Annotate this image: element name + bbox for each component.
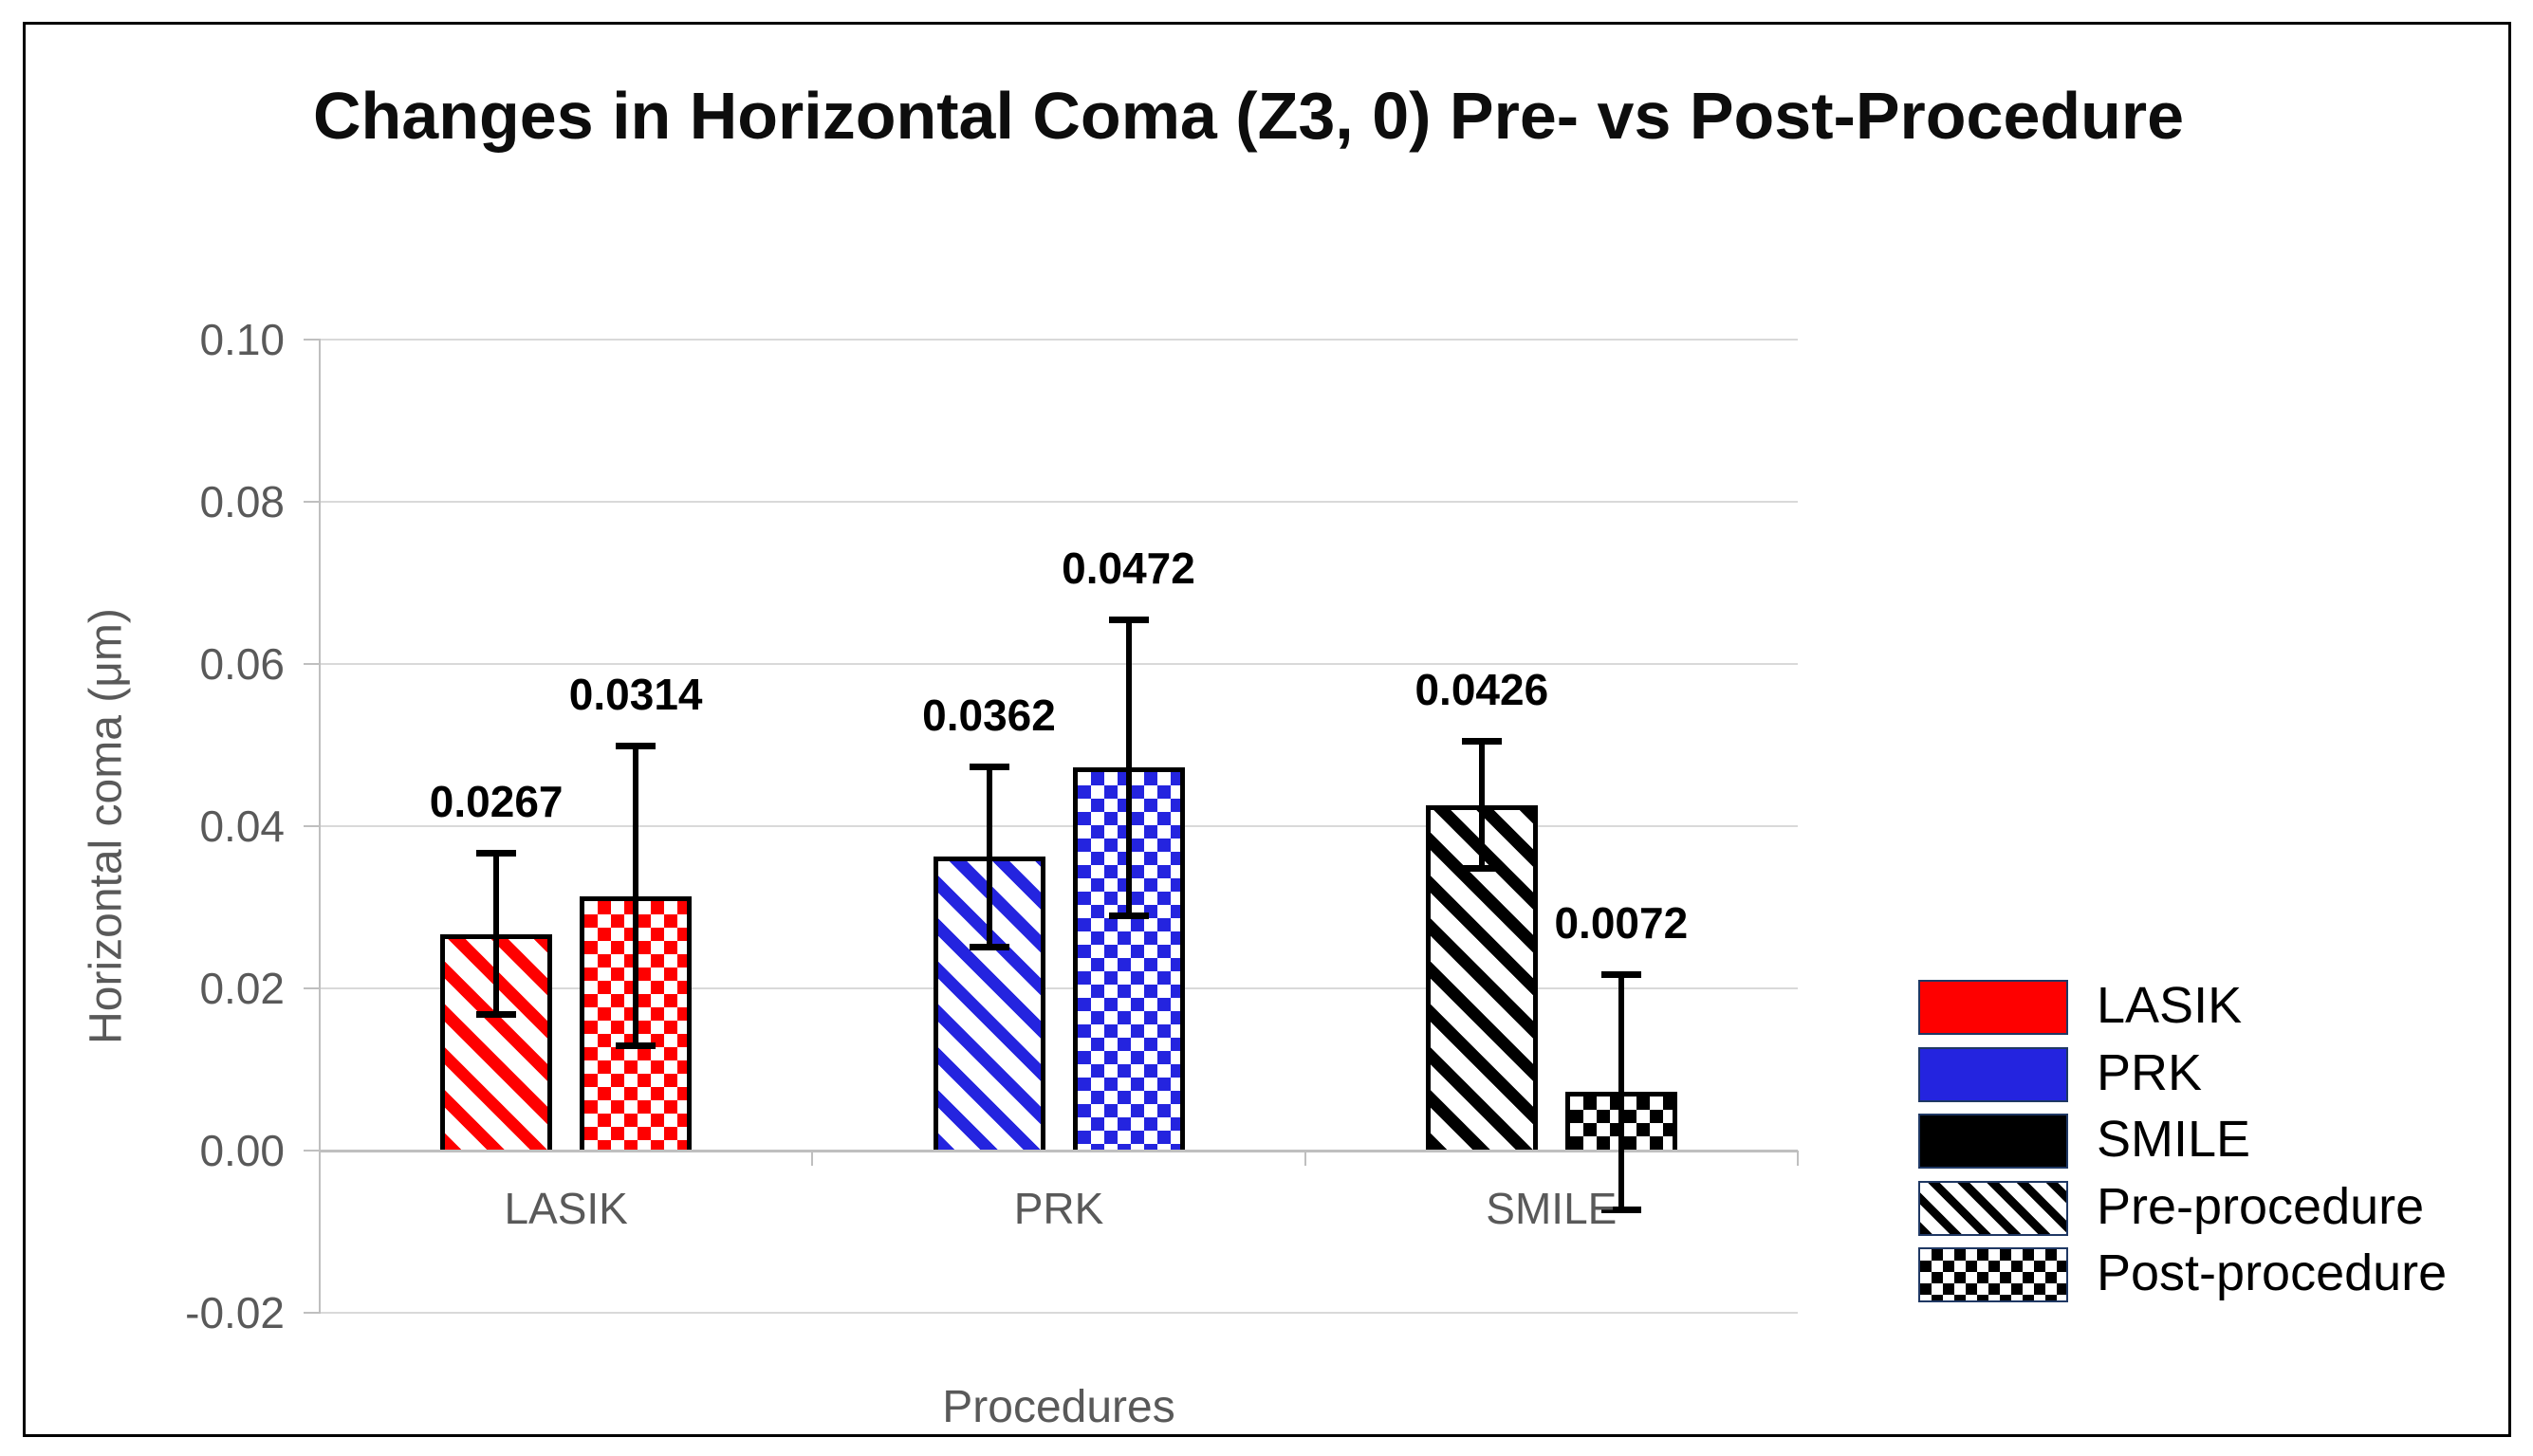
x-axis-tick	[319, 1151, 321, 1166]
legend-swatch-solid	[1918, 1046, 2068, 1102]
y-axis-tick	[304, 1312, 320, 1314]
x-axis-tick	[1303, 1151, 1306, 1166]
error-bar-bottom-cap	[616, 1041, 656, 1049]
legend-label: Pre-procedure	[2097, 1177, 2425, 1235]
legend-item-post-procedure: Post-procedure	[1918, 1244, 2497, 1306]
error-bar-top-cap	[1461, 738, 1502, 746]
legend-item-prk: PRK	[1918, 1044, 2497, 1106]
error-bar-top-cap	[969, 763, 1009, 770]
y-axis-tick	[304, 1150, 320, 1152]
gridline	[320, 825, 1798, 827]
error-bar	[1125, 618, 1132, 916]
legend-swatch-solid	[1918, 980, 2068, 1035]
legend-label: SMILE	[2097, 1111, 2251, 1168]
value-label: 0.0267	[429, 777, 564, 827]
y-tick-label: 0.08	[199, 477, 285, 526]
error-bar-bottom-cap	[1461, 865, 1502, 873]
chart-title: Changes in Horizontal Coma (Z3, 0) Pre- …	[313, 79, 2185, 153]
value-label: 0.0314	[568, 670, 703, 720]
error-bar-top-cap	[1108, 616, 1149, 623]
gridline	[320, 1312, 1798, 1314]
x-axis-tick	[811, 1151, 814, 1166]
error-bar-top-cap	[1600, 970, 1641, 978]
y-axis-tick	[304, 663, 320, 665]
y-tick-label: 0.02	[199, 964, 285, 1013]
error-bar-bottom-cap	[1108, 912, 1149, 919]
y-tick-label: 0.00	[199, 1126, 285, 1175]
legend-label: Post-procedure	[2097, 1244, 2448, 1301]
gridline	[320, 663, 1798, 665]
error-bar-top-cap	[476, 850, 517, 857]
error-bar-bottom-cap	[1600, 1207, 1641, 1214]
y-axis-line	[319, 339, 321, 1314]
legend-item-smile: SMILE	[1918, 1111, 2497, 1172]
legend-label: PRK	[2097, 1043, 2203, 1101]
x-axis-tick	[1797, 1151, 1799, 1166]
error-bar	[986, 765, 992, 949]
value-label: 0.0072	[1554, 897, 1689, 948]
gridline	[320, 339, 1798, 341]
y-tick-label: -0.02	[185, 1288, 285, 1337]
category-label-smile: SMILE	[1486, 1184, 1618, 1233]
y-tick-label: 0.04	[199, 802, 285, 851]
error-bar	[493, 853, 500, 1016]
legend-item-pre-procedure: Pre-procedure	[1918, 1178, 2497, 1240]
error-bar-bottom-cap	[476, 1011, 517, 1019]
y-axis-tick	[304, 501, 320, 503]
y-tick-label: 0.10	[199, 315, 285, 364]
legend-swatch-checker	[1918, 1247, 2068, 1302]
y-axis-tick	[304, 987, 320, 989]
legend-swatch-solid	[1918, 1114, 2068, 1169]
error-bar	[633, 746, 639, 1046]
gridline	[320, 501, 1798, 503]
gridline	[320, 987, 1798, 989]
y-axis-tick	[304, 339, 320, 341]
error-bar	[1478, 741, 1485, 870]
legend-item-lasik: LASIK	[1918, 977, 2497, 1039]
legend-label: LASIK	[2097, 977, 2243, 1034]
error-bar-top-cap	[616, 743, 656, 750]
error-bar	[1618, 973, 1624, 1211]
value-label: 0.0426	[1414, 665, 1549, 715]
category-label-lasik: LASIK	[504, 1184, 628, 1233]
figure-border	[23, 22, 2511, 1437]
category-label-prk: PRK	[1013, 1184, 1104, 1233]
x-axis-title: Procedures	[942, 1382, 1175, 1432]
value-label: 0.0362	[922, 690, 1056, 740]
x-axis-line	[320, 1150, 1798, 1152]
error-bar-bottom-cap	[969, 944, 1009, 951]
value-label: 0.0472	[1062, 543, 1195, 593]
legend-swatch-stripes	[1918, 1180, 2068, 1236]
y-tick-label: 0.06	[199, 639, 285, 689]
y-axis-tick	[304, 825, 320, 827]
